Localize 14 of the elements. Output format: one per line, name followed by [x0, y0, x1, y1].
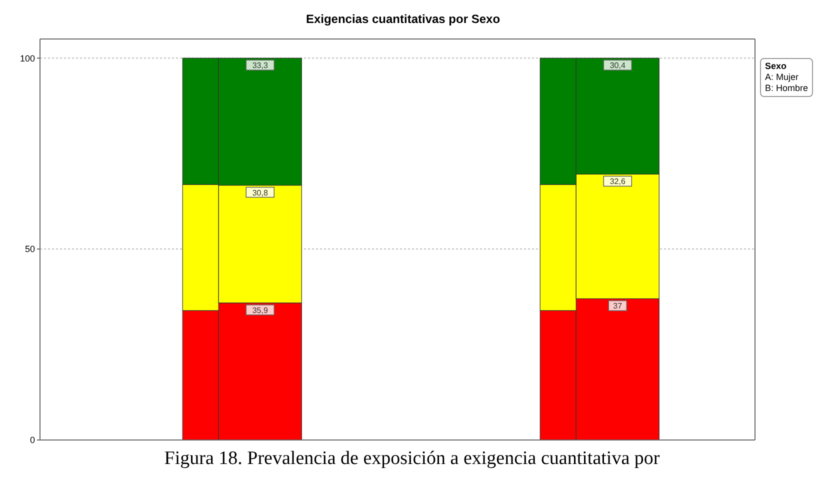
y-tick-label: 0: [30, 435, 35, 446]
text: Figura 18. Prevalencia de exposición a exigencia cuantitativa por: [163, 448, 661, 470]
legend-title: Sexo: [765, 61, 788, 72]
y-tick-label: 50: [24, 244, 35, 254]
text: B: Hombre: [765, 83, 808, 94]
chart-title: Exigencias cuantitativas por Sexo: [304, 12, 502, 26]
data-label: 30,4: [610, 61, 626, 70]
text: A: Mujer: [765, 72, 800, 83]
data-label: 32,6: [610, 177, 626, 186]
y-tick-label: 100: [20, 53, 35, 64]
data-label: 33,3: [252, 61, 268, 70]
data-label: 37: [613, 302, 623, 311]
data-label: 30,8: [252, 188, 268, 198]
data-label: 35,9: [252, 306, 268, 315]
